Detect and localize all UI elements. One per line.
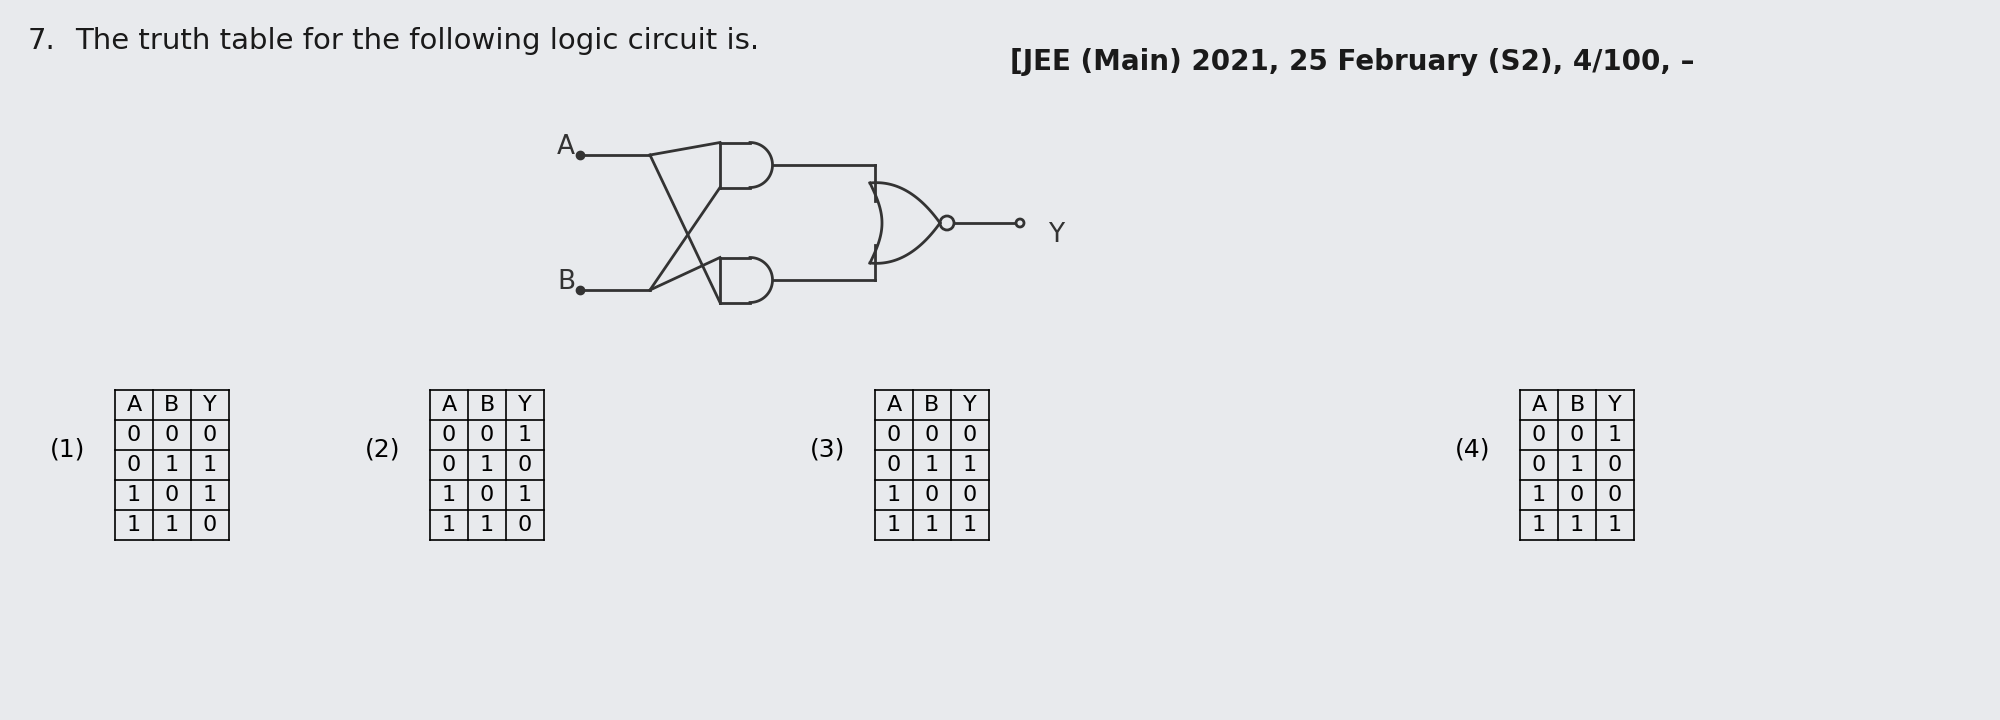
- Text: 0: 0: [924, 485, 940, 505]
- Text: 1: 1: [962, 455, 978, 475]
- Text: 1: 1: [1570, 455, 1584, 475]
- Text: B: B: [1570, 395, 1584, 415]
- Text: (3): (3): [810, 438, 844, 462]
- Text: B: B: [164, 395, 180, 415]
- Text: 0: 0: [126, 425, 142, 445]
- Text: A: A: [442, 395, 456, 415]
- Text: 0: 0: [442, 425, 456, 445]
- Text: 1: 1: [1608, 425, 1622, 445]
- Text: 0: 0: [518, 455, 532, 475]
- Text: 0: 0: [1570, 485, 1584, 505]
- Text: (4): (4): [1454, 438, 1490, 462]
- Text: 1: 1: [1608, 515, 1622, 535]
- Text: 0: 0: [518, 515, 532, 535]
- Text: 0: 0: [202, 515, 218, 535]
- Text: Y: Y: [204, 395, 216, 415]
- Text: 1: 1: [518, 425, 532, 445]
- Text: 0: 0: [202, 425, 218, 445]
- Text: 1: 1: [442, 485, 456, 505]
- Text: 0: 0: [480, 425, 494, 445]
- Text: 0: 0: [962, 485, 978, 505]
- Text: A: A: [126, 395, 142, 415]
- Text: 0: 0: [1608, 455, 1622, 475]
- Text: B: B: [556, 269, 576, 295]
- Text: Y: Y: [1608, 395, 1622, 415]
- Text: 1: 1: [126, 515, 142, 535]
- Text: A: A: [886, 395, 902, 415]
- Text: The truth table for the following logic circuit is.: The truth table for the following logic …: [76, 27, 760, 55]
- Text: 0: 0: [1570, 425, 1584, 445]
- Text: 0: 0: [126, 455, 142, 475]
- Text: 1: 1: [924, 515, 940, 535]
- Text: 1: 1: [480, 455, 494, 475]
- Text: 0: 0: [164, 425, 180, 445]
- Text: 0: 0: [886, 425, 902, 445]
- Text: 0: 0: [886, 455, 902, 475]
- Text: 1: 1: [480, 515, 494, 535]
- Text: 0: 0: [480, 485, 494, 505]
- Text: 1: 1: [202, 455, 218, 475]
- Text: [JEE (Main) 2021, 25 February (S2), 4/100, –: [JEE (Main) 2021, 25 February (S2), 4/10…: [1010, 48, 1694, 76]
- Text: 0: 0: [962, 425, 978, 445]
- Text: 1: 1: [962, 515, 978, 535]
- Text: 1: 1: [1532, 485, 1546, 505]
- Text: A: A: [1532, 395, 1546, 415]
- Text: Y: Y: [964, 395, 976, 415]
- Text: (2): (2): [364, 438, 400, 462]
- Text: A: A: [556, 134, 576, 160]
- Text: 1: 1: [1532, 515, 1546, 535]
- Text: 1: 1: [202, 485, 218, 505]
- Text: (1): (1): [50, 438, 84, 462]
- Text: 1: 1: [1570, 515, 1584, 535]
- Text: 0: 0: [442, 455, 456, 475]
- Text: 1: 1: [126, 485, 142, 505]
- Text: 0: 0: [164, 485, 180, 505]
- Text: Y: Y: [1048, 222, 1064, 248]
- Text: 1: 1: [518, 485, 532, 505]
- Text: 1: 1: [924, 455, 940, 475]
- Text: 7.: 7.: [28, 27, 56, 55]
- Text: 0: 0: [1532, 425, 1546, 445]
- Text: 1: 1: [886, 485, 902, 505]
- Text: B: B: [924, 395, 940, 415]
- Text: 0: 0: [1608, 485, 1622, 505]
- Text: 1: 1: [442, 515, 456, 535]
- Text: B: B: [480, 395, 494, 415]
- Text: Y: Y: [518, 395, 532, 415]
- Text: 0: 0: [1532, 455, 1546, 475]
- Text: 0: 0: [924, 425, 940, 445]
- Text: 1: 1: [886, 515, 902, 535]
- Text: 1: 1: [164, 515, 180, 535]
- Text: 1: 1: [164, 455, 180, 475]
